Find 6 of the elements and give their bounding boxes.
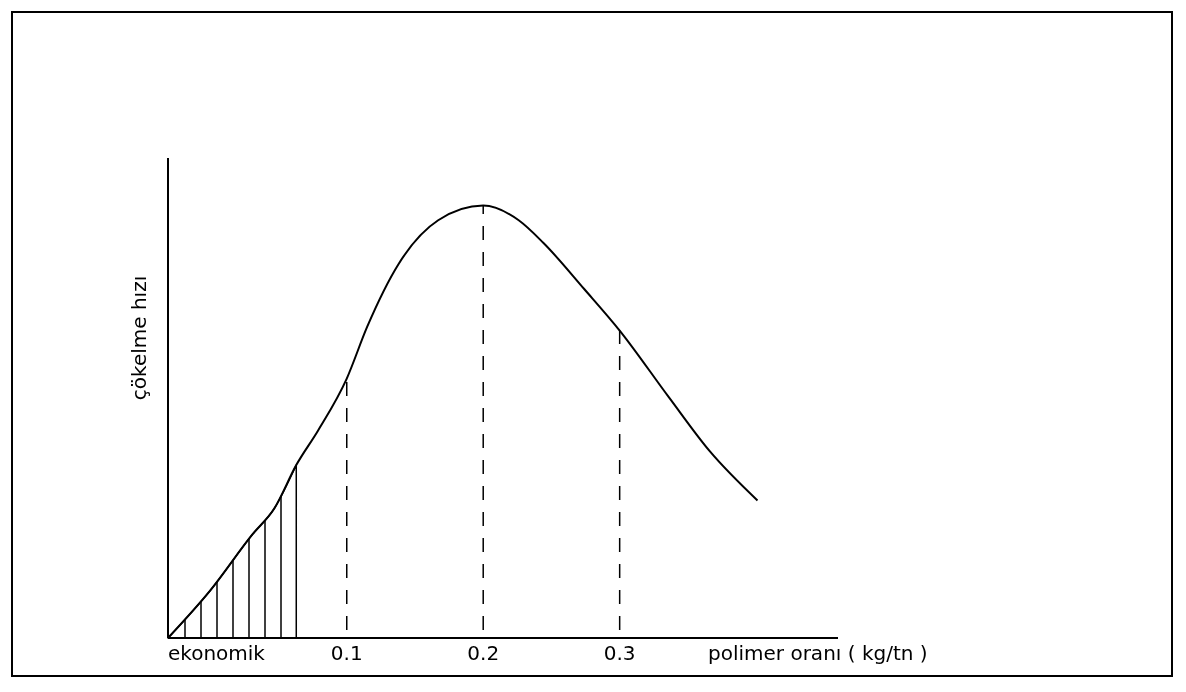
x-axis-title: polimer oranı ( kg/tn ) bbox=[708, 641, 928, 665]
y-axis-title: çökelme hızı bbox=[127, 275, 151, 401]
annotation: ekonomik bbox=[168, 641, 266, 665]
x-tick-label: 0.1 bbox=[330, 641, 363, 665]
x-tick-label: 0.2 bbox=[467, 641, 500, 665]
x-tick-label: 0.3 bbox=[603, 641, 636, 665]
